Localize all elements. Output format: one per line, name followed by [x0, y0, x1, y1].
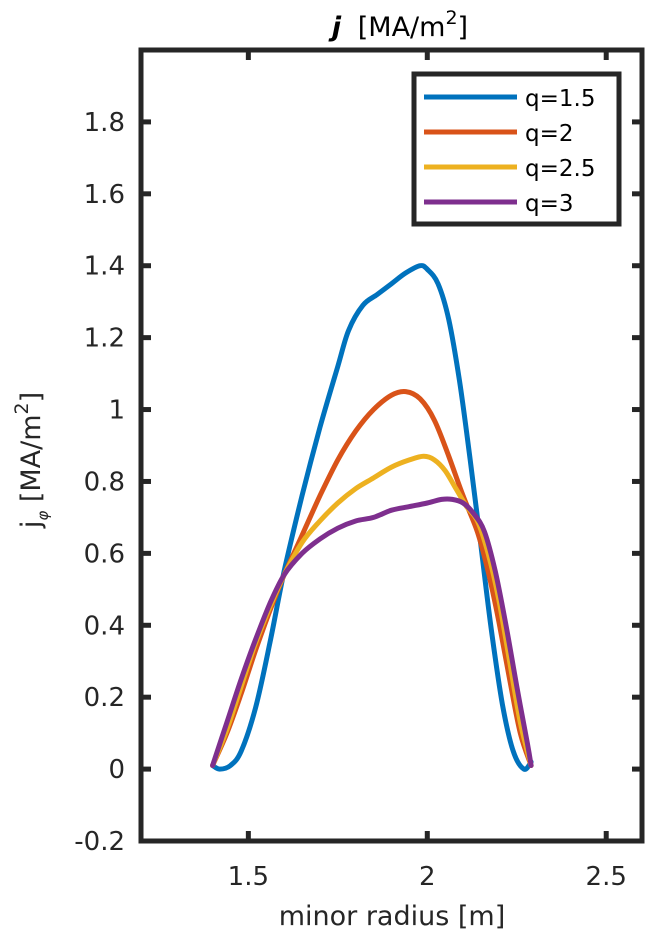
legend: q=1.5 q=2 q=2.5 q=3 [411, 71, 622, 227]
y-tick-label: 0.4 [84, 611, 125, 641]
y-label-unit: [MA/m [16, 414, 47, 510]
y-axis-ticks: -0.2 0 0.2 0.4 0.6 0.8 1 1.2 1.4 1.6 1.8 [74, 108, 642, 857]
x-tick-label: 2 [419, 862, 436, 892]
series-layer [210, 263, 534, 772]
title-unit-superscript: 2 [445, 7, 457, 29]
x-tick-label: 2.5 [586, 862, 627, 892]
chart-title: j [MA/m2] [328, 7, 468, 43]
y-label-symbol: j [16, 521, 47, 530]
y-label-close: ] [16, 392, 47, 403]
legend-label: q=2.5 [525, 156, 595, 182]
y-tick-label: -0.2 [74, 827, 125, 857]
y-tick-label: 1.2 [84, 324, 125, 354]
y-label-subscript: φ [34, 511, 52, 521]
y-tick-label: 1 [108, 396, 125, 426]
x-axis-ticks: 1.5 2 2.5 [228, 50, 627, 892]
series-line-q-3 [210, 496, 534, 768]
y-tick-label: 0.8 [84, 467, 125, 497]
y-tick-label: 0 [108, 755, 125, 785]
axes-box [138, 47, 645, 844]
title-unit: [MA/m [358, 12, 446, 43]
x-axis-label: minor radius [m] [279, 901, 506, 932]
legend-label: q=3 [525, 191, 574, 217]
y-tick-label: 1.6 [84, 180, 125, 210]
y-tick-label: 0.6 [84, 539, 125, 569]
y-axis-label: jφ [MA/m2] [11, 392, 52, 529]
y-label-superscript: 2 [11, 402, 33, 414]
title-unit-close: ] [458, 12, 469, 43]
title-symbol: j [328, 12, 342, 43]
legend-items: q=1.5 q=2 q=2.5 q=3 [424, 86, 595, 217]
legend-label: q=2 [525, 121, 574, 147]
y-tick-label: 1.8 [84, 108, 125, 138]
legend-label: q=1.5 [525, 86, 595, 112]
series-line-q-1-5 [210, 263, 534, 772]
y-tick-label: 1.4 [84, 252, 125, 282]
y-tick-label: 0.2 [84, 683, 125, 713]
x-tick-label: 1.5 [228, 862, 269, 892]
